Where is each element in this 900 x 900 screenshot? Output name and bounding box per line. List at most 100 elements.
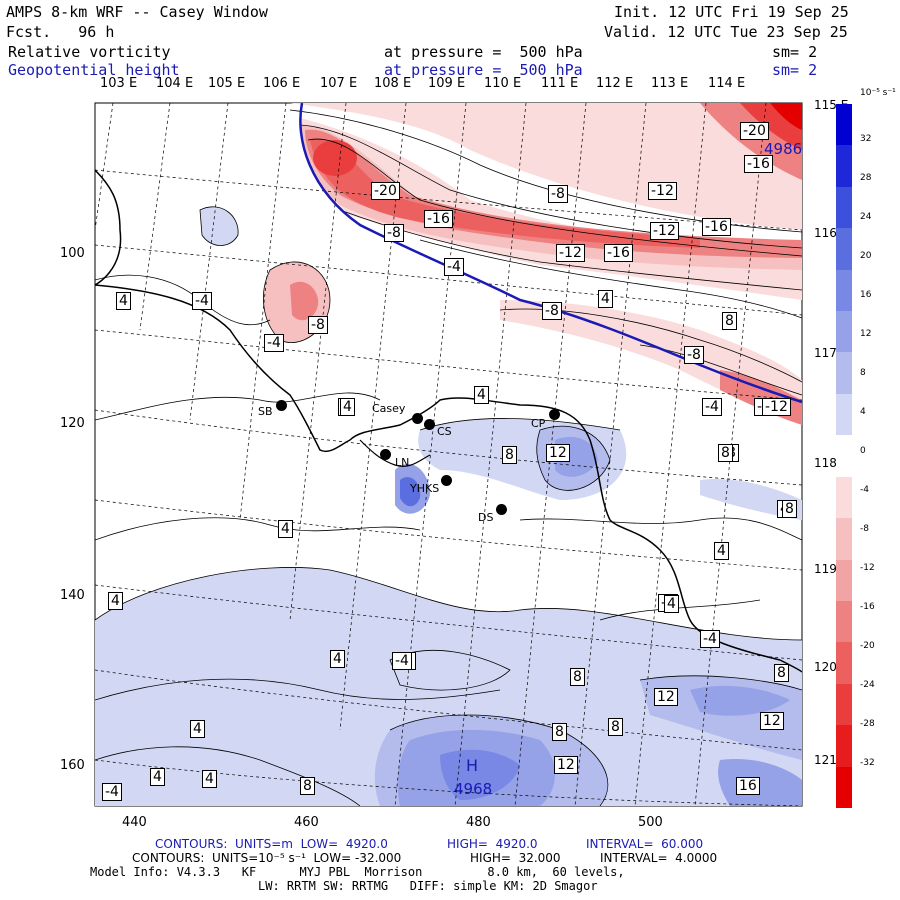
y-tick: 100 [60,246,85,261]
colorbar-label: 16 [860,290,872,300]
lon-label: 108 E [374,76,412,91]
contour-label: 8 [722,312,737,330]
colorbar-label: -4 [860,485,869,495]
colorbar-label: 12 [860,329,872,339]
y-tick: 140 [60,588,85,603]
contour-label: -8 [308,316,328,334]
contour-label: -16 [702,218,731,236]
station-label-ds: DS [478,511,494,524]
footer-physics: LW: RRTM SW: RRTMG DIFF: simple KM: 2D S… [258,879,598,893]
map-title: AMPS 8-km WRF -- Casey Window [6,3,268,21]
colorbar-segment [836,352,852,395]
valid-time: Valid. 12 UTC Tue 23 Sep 25 [604,23,848,41]
colorbar-label: -16 [860,602,875,612]
contour-label: 4 [108,592,123,610]
station-dot-cp [549,409,560,420]
field1-level: at pressure = 500 hPa [384,43,583,61]
contour-label: -4 [192,292,212,310]
field1-name: Relative vorticity [8,43,171,61]
colorbar-label: 8 [860,368,866,378]
station-label-cs: CS [437,425,452,438]
field2-smoothing: sm= 2 [772,61,818,79]
colorbar-label: -12 [860,563,875,573]
lon-label: 104 E [156,76,194,91]
footer-height-interval: INTERVAL= 60.000 [586,837,704,851]
lon-label: 111 E [541,76,579,91]
contour-label: 16 [736,777,760,795]
colorbar-label: -20 [860,641,875,651]
contour-label: 8 [774,664,789,682]
height-low-symbol: H [466,756,479,775]
colorbar-segment [836,476,852,519]
lon-label: 109 E [428,76,466,91]
field1-smoothing: sm= 2 [772,43,818,61]
footer-height-high: HIGH= 4920.0 [447,837,538,851]
contour-label: -12 [650,222,679,240]
x-tick: 500 [638,815,663,830]
station-label-cp: CP [531,417,546,430]
lon-label: 113 E [651,76,689,91]
contour-label: -4 [702,398,722,416]
contour-label: -12 [762,398,791,416]
contour-label: -4 [392,652,412,670]
station-label-sb: SB [258,405,273,418]
footer-model-info: Model Info: V4.3.3 KF MYJ PBL Morrison 8… [90,865,625,879]
colorbar-segment [836,518,852,561]
field2-level: at pressure = 500 hPa [384,61,583,79]
station-dot-sb [276,400,287,411]
contour-label: 4 [474,386,489,404]
x-tick: 480 [466,815,491,830]
contour-label: -16 [744,155,773,173]
colorbar-segment [836,435,852,478]
colorbar-label: -28 [860,719,875,729]
contour-label: 12 [546,444,570,462]
contour-label: -16 [424,210,453,228]
y-tick: 160 [60,758,85,773]
colorbar-segment [836,228,852,271]
lon-label: 105 E [208,76,246,91]
contour-label: 8 [718,444,733,462]
contour-label: -4 [264,334,284,352]
colorbar-segment [836,559,852,602]
height-contour-4920 [299,103,802,404]
init-time: Init. 12 UTC Fri 19 Sep 25 [614,3,849,21]
colorbar-label: 20 [860,251,872,261]
colorbar-segment [836,269,852,312]
contour-label: -20 [371,182,400,200]
y-tick: 120 [60,416,85,431]
station-dot-yhks [441,475,452,486]
x-tick: 440 [122,815,147,830]
contour-label: -12 [648,182,677,200]
contour-label: 4 [116,292,131,310]
colorbar [836,104,852,809]
colorbar-segment [836,311,852,353]
colorbar-segment [836,600,852,643]
lon-label: 106 E [263,76,301,91]
colorbar-segment [836,642,852,685]
contour-label: 4 [190,720,205,738]
lon-label: 103 E [100,76,138,91]
colorbar-segment [836,393,852,436]
station-dot-casey [412,413,423,424]
contour-label: 4 [714,542,729,560]
colorbar-units: 10⁻⁵ s⁻¹ [860,88,896,98]
contour-label: -8 [384,224,404,242]
height-low-value: 4968 [454,780,493,798]
contour-label: 4 [278,520,293,538]
contour-label: 8 [782,500,797,518]
colorbar-label: 32 [860,134,872,144]
field2-name: Geopotential height [8,61,180,79]
colorbar-label: 28 [860,173,872,183]
colorbar-segment [836,766,852,809]
contour-label: 4 [664,595,679,613]
contour-label: 4 [598,290,613,308]
contour-label: -4 [700,630,720,648]
station-dot-cs [424,419,435,430]
contour-label: -4 [102,783,122,801]
colorbar-segment [836,104,852,146]
forecast-hour: Fcst. 96 h [6,23,115,41]
contour-label: -4 [444,258,464,276]
contour-label: -8 [542,302,562,320]
lon-label: 107 E [320,76,358,91]
footer-height-contours: CONTOURS: UNITS=m LOW= 4920.0 [155,837,388,851]
